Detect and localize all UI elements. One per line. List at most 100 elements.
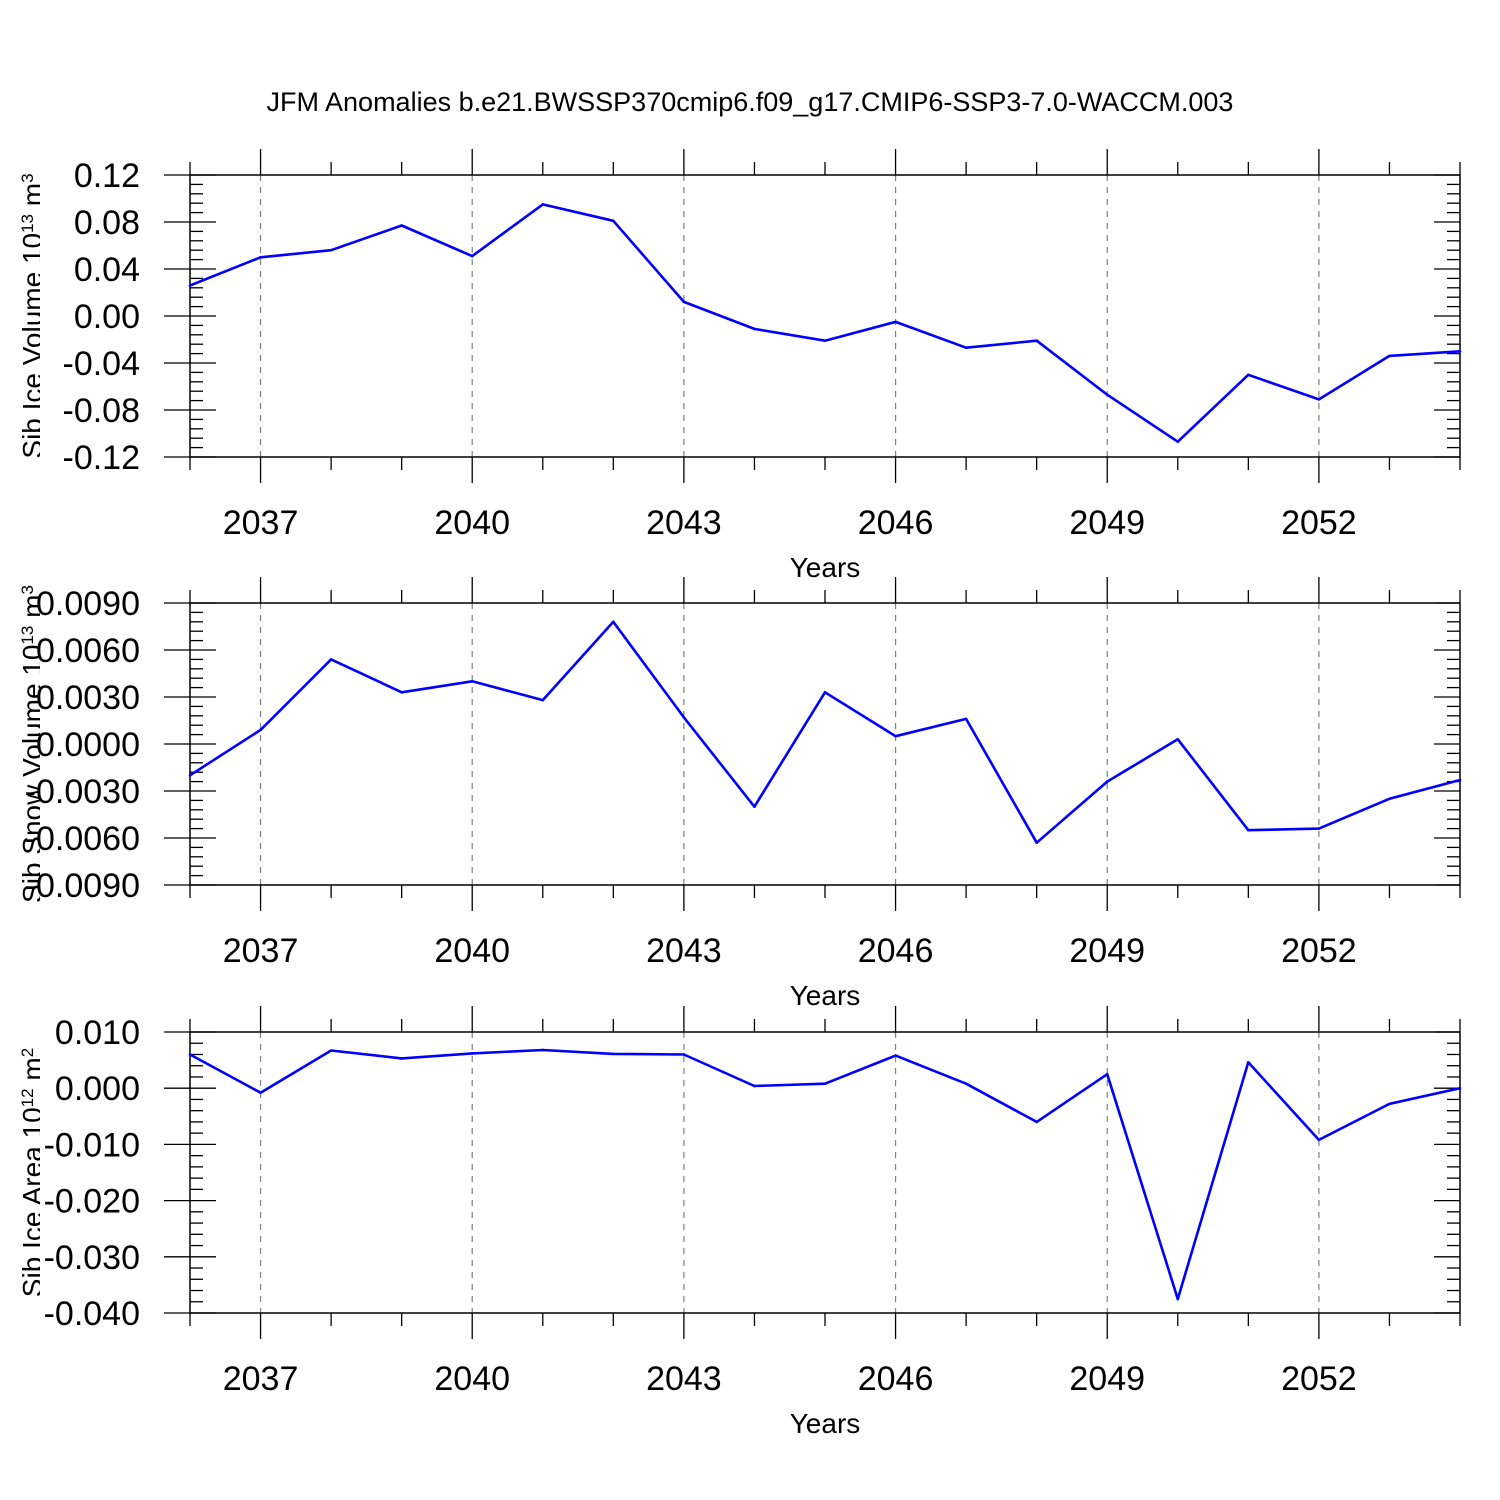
x-tick-label: 2052 [1281, 504, 1357, 542]
y-axis-label-base: Sib Ice Volume 10 [17, 233, 48, 459]
data-point [1176, 440, 1180, 444]
y-axis-label-unit-exponent: 3 [18, 585, 37, 594]
data-point [329, 658, 333, 661]
data-point [612, 1052, 615, 1056]
data-point [259, 1091, 262, 1094]
data-point [682, 716, 686, 719]
y-axis-label-base: Sib Ice Area 10 [17, 1107, 48, 1297]
y-tick-label: -0.12 [63, 439, 141, 477]
x-tick-label: 2043 [646, 1360, 722, 1398]
data-point [964, 1082, 968, 1086]
data-point [612, 620, 615, 624]
data-point [400, 691, 403, 694]
data-point [1105, 393, 1109, 397]
y-axis-label-exponent: 13 [18, 626, 37, 645]
x-tick-label: 2046 [858, 504, 934, 542]
x-tick-label: 2043 [646, 932, 722, 970]
data-point [400, 1057, 403, 1060]
x-tick-label: 2046 [858, 1360, 934, 1398]
y-tick-label: -0.030 [44, 1239, 140, 1277]
y-tick-label: -0.0090 [25, 867, 140, 905]
y-tick-label: -0.010 [44, 1126, 140, 1164]
data-point [470, 254, 474, 258]
data-point [753, 327, 756, 331]
panels: 2037 2040 2043 2046 2049 2052 Years -0.12 -0.08 -… [17, 149, 1462, 1439]
data-point [1035, 841, 1038, 844]
data-point [188, 284, 192, 287]
y-tick-label: 0.00 [74, 298, 140, 336]
y-tick-label: 0.04 [74, 251, 140, 289]
plot-frame [189, 1031, 1461, 1314]
panel-1: 2037 2040 2043 2046 2049 2052 Years -0.12 -0.08 -… [17, 149, 1462, 583]
x-tick-label: 2043 [646, 504, 722, 542]
x-tick-label: 2040 [434, 1360, 510, 1398]
data-point [894, 1054, 897, 1057]
data-point [894, 734, 897, 738]
data-point [541, 203, 545, 206]
data-point [823, 691, 827, 694]
y-tick-label: 0.000 [55, 1070, 140, 1108]
plot-frame [189, 174, 1461, 458]
plot-frame [189, 602, 1461, 886]
x-tick-label: 2040 [434, 932, 510, 970]
y-axis-label-unit-exponent: 3 [18, 173, 37, 182]
x-axis-label: Years [790, 980, 861, 1011]
data-point [470, 1052, 474, 1055]
y-tick-label: 0.0090 [36, 585, 140, 623]
y-axis-label-unit: m [17, 595, 48, 626]
x-tick-label: 2049 [1069, 1360, 1145, 1398]
data-point [1458, 349, 1462, 353]
data-point [1247, 828, 1250, 832]
y-tick-label: 0.08 [74, 204, 140, 242]
y-tick-label: -0.04 [63, 345, 141, 383]
x-tick-label: 2052 [1281, 932, 1357, 970]
x-tick-label: 2037 [223, 504, 299, 542]
y-axis-label-base: Sib Snow Volume 10 [17, 645, 48, 903]
data-point [1458, 778, 1462, 782]
data-point [541, 1048, 545, 1052]
data-point [1176, 738, 1180, 741]
data-point [470, 680, 474, 683]
y-axis-label: Sib Snow Volume 1013 m3 [17, 585, 48, 903]
data-point [1105, 1072, 1109, 1076]
x-axis-label: Years [790, 1408, 861, 1439]
series-line [189, 620, 1461, 845]
y-tick-label: -0.020 [44, 1183, 140, 1221]
data-point [188, 1053, 192, 1056]
data-point [1176, 1297, 1180, 1301]
data-point [400, 224, 403, 227]
data-point [1388, 1102, 1391, 1106]
y-tick-label: 0.010 [55, 1014, 140, 1052]
data-point [1317, 827, 1321, 830]
x-tick-label: 2046 [858, 932, 934, 970]
data-point [1035, 339, 1038, 342]
data-point [682, 1053, 686, 1056]
data-point [1247, 373, 1250, 377]
data-point [541, 698, 545, 702]
data-point [753, 805, 756, 808]
data-point [188, 774, 192, 777]
y-tick-label: -0.0060 [25, 820, 140, 858]
data-point [1388, 797, 1391, 801]
figure-title: JFM Anomalies b.e21.BWSSP370cmip6.f09_g1… [267, 87, 1234, 117]
y-tick-label: 0.12 [74, 157, 140, 195]
data-point [823, 1082, 827, 1086]
data-point [259, 255, 262, 259]
data-point [1317, 398, 1321, 401]
x-tick-label: 2049 [1069, 932, 1145, 970]
y-tick-label: -0.0030 [25, 773, 140, 811]
data-point [682, 300, 686, 304]
y-axis-label-exponent: 12 [18, 1088, 37, 1107]
y-tick-label: 0.0060 [36, 632, 140, 670]
data-point [823, 339, 827, 342]
x-tick-label: 2049 [1069, 504, 1145, 542]
data-point [1458, 1086, 1462, 1090]
x-tick-label: 2037 [223, 1360, 299, 1398]
data-point [259, 728, 262, 732]
data-point [329, 1049, 333, 1052]
panel-2: 2037 2040 2043 2046 2049 2052 Years -0.0090 -0.0… [17, 577, 1462, 1011]
y-axis-label-unit: m [17, 1057, 48, 1088]
data-point [1105, 780, 1109, 783]
